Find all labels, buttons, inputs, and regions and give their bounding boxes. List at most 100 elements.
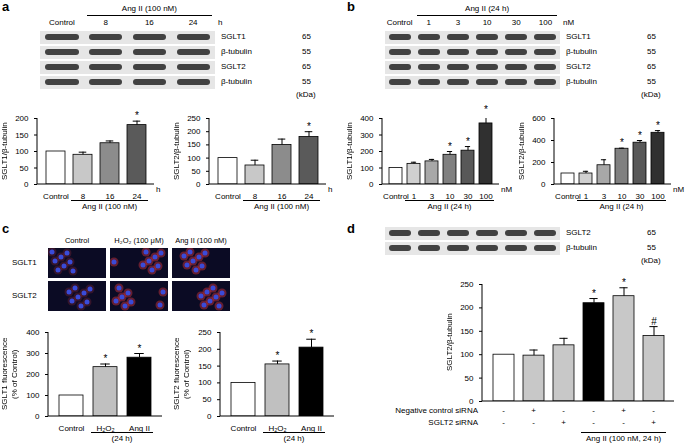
svg-text:16: 16 [277, 192, 287, 202]
svg-text:0: 0 [24, 180, 29, 189]
svg-text:200: 200 [187, 127, 201, 136]
svg-text:H₂O₂: H₂O₂ [268, 424, 287, 434]
svg-text:Control: Control [231, 424, 257, 433]
svg-text:10: 10 [445, 192, 455, 202]
html-text:Control: Control [49, 18, 75, 27]
svg-text:400: 400 [360, 114, 374, 123]
svg-text:50: 50 [192, 167, 201, 176]
svg-text:200: 200 [26, 370, 40, 379]
html-text:SGLT1/β-tubulin: SGLT1/β-tubulin [0, 122, 9, 180]
svg-text:Control: Control [215, 192, 241, 201]
html-text:β-tubulin: β-tubulin [221, 47, 252, 56]
html-text:Control 1: Control 1 [383, 192, 417, 202]
svg-text:*: * [622, 277, 626, 288]
html-text:β-tubulin: β-tubulin [566, 47, 597, 56]
html-text:SGLT1 fluorescence (% of Contr: SGLT1 fluorescence (% of Control) [0, 337, 19, 411]
svg-text:10: 10 [617, 192, 627, 202]
svg-text:150: 150 [198, 362, 212, 371]
svg-text:*: * [656, 120, 660, 131]
svg-text:0: 0 [207, 412, 212, 421]
svg-text:50: 50 [203, 395, 212, 404]
svg-text:*: * [448, 141, 452, 152]
svg-text:100: 100 [198, 378, 212, 387]
html-text:Ang II (100 nM): Ang II (100 nM) [253, 202, 310, 211]
svg-text:*: * [484, 104, 488, 115]
html-text:65: 65 [302, 62, 311, 71]
html-text:SGLT2/β-tubulin: SGLT2/β-tubulin [172, 122, 181, 180]
svg-text:0: 0 [541, 180, 546, 189]
svg-text:400: 400 [26, 328, 40, 337]
svg-text:30: 30 [635, 192, 645, 202]
svg-text:100: 100 [479, 192, 493, 202]
svg-text:100: 100 [15, 147, 29, 156]
html-text:24: 24 [188, 18, 198, 27]
svg-text:250: 250 [198, 328, 212, 337]
svg-text:0: 0 [35, 412, 40, 421]
svg-text:100: 100 [360, 164, 374, 173]
svg-text:*: * [138, 343, 142, 354]
svg-text:400: 400 [532, 136, 546, 145]
svg-text:50: 50 [20, 164, 29, 173]
svg-text:Ang II: Ang II [129, 424, 150, 434]
html-text:65: 65 [302, 32, 311, 41]
svg-text:*: * [307, 121, 311, 132]
svg-text:*: * [638, 130, 642, 141]
html-text:55: 55 [302, 47, 311, 56]
svg-text:Ang II: Ang II [301, 424, 322, 434]
svg-text:150: 150 [15, 131, 29, 140]
html-text:SGLT1: SGLT1 [566, 32, 591, 41]
svg-text:*: * [104, 353, 108, 364]
svg-text:#: # [651, 316, 657, 327]
svg-text:*: * [135, 110, 139, 121]
svg-text:0: 0 [469, 397, 474, 406]
html-text:β-tubulin: β-tubulin [221, 77, 252, 86]
svg-text:*: * [276, 350, 280, 361]
html-text:SGLT2: SGLT2 [221, 62, 246, 71]
svg-text:200: 200 [532, 158, 546, 167]
svg-text:50: 50 [465, 374, 474, 383]
html-text:65: 65 [647, 32, 656, 41]
svg-text:24: 24 [304, 192, 314, 202]
svg-text:Control: Control [59, 424, 85, 433]
html-text:Control 1: Control 1 [555, 192, 589, 202]
svg-text:200: 200 [360, 147, 374, 156]
svg-text:300: 300 [26, 349, 40, 358]
svg-text:100: 100 [460, 350, 474, 359]
svg-text:Control: Control [43, 192, 69, 201]
html-text:Ang II (100 nM): Ang II (100 nM) [81, 202, 138, 211]
svg-text:H₂O₂: H₂O₂ [96, 424, 115, 434]
svg-text:250: 250 [187, 114, 201, 123]
svg-text:*: * [466, 136, 470, 147]
svg-text:0: 0 [196, 180, 201, 189]
svg-text:*: * [620, 137, 624, 148]
html-text:nM: nM [563, 18, 575, 27]
svg-text:200: 200 [198, 345, 212, 354]
html-text:Ang II (100 nM): Ang II (100 nM) [121, 4, 177, 13]
svg-text:24: 24 [132, 192, 142, 202]
svg-text:0: 0 [369, 180, 374, 189]
html-text:30: 30 [511, 18, 521, 27]
html-text:(kDa): (kDa) [296, 90, 316, 99]
html-text:SGLT2 fluorescence (% of Contr: SGLT2 fluorescence (% of Control) [172, 337, 191, 411]
svg-text:*: * [310, 328, 314, 339]
svg-text:16: 16 [105, 192, 115, 202]
svg-text:600: 600 [532, 114, 546, 123]
svg-text:150: 150 [187, 140, 201, 149]
svg-text:*: * [592, 288, 596, 299]
svg-text:30: 30 [463, 192, 473, 202]
svg-text:100: 100 [187, 154, 201, 163]
html-text:55: 55 [302, 77, 311, 86]
html-text:16: 16 [144, 18, 154, 27]
html-text:SGLT1: SGLT1 [221, 32, 246, 41]
svg-text:250: 250 [460, 280, 474, 289]
html-text:Control: Control [386, 18, 413, 27]
svg-text:300: 300 [360, 131, 374, 140]
svg-text:200: 200 [460, 303, 474, 312]
html-text:Ang II (24 h): Ang II (24 h) [465, 4, 510, 13]
svg-text:100: 100 [26, 391, 40, 400]
svg-text:150: 150 [460, 327, 474, 336]
html-text:100: 100 [538, 18, 553, 27]
svg-text:100: 100 [651, 192, 665, 202]
svg-text:200: 200 [15, 114, 29, 123]
html-text:10: 10 [482, 18, 492, 27]
